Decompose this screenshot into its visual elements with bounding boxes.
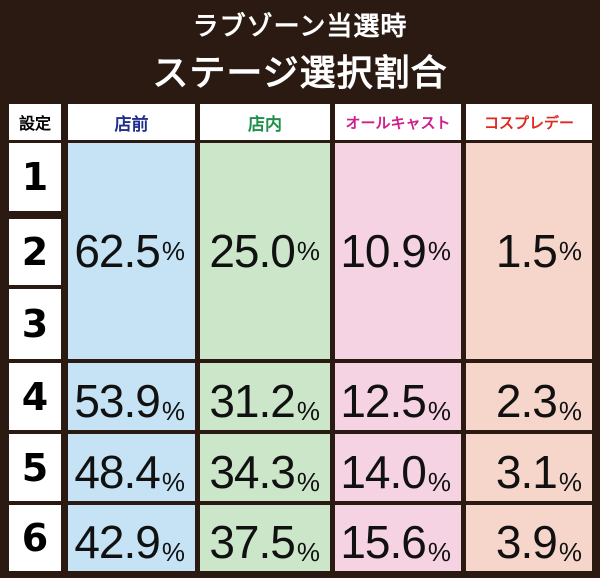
rate-cell-1-3-col2: 25.0% xyxy=(200,143,330,359)
setting-number-6: 6 xyxy=(9,505,61,571)
setting-number-5: 5 xyxy=(9,434,61,501)
percent-sign: % xyxy=(427,236,451,266)
percent-sign: % xyxy=(558,467,582,497)
rate-value: 12.5 xyxy=(340,375,427,427)
rate-cell-4-col4: 2.3% xyxy=(466,363,592,430)
percent-sign: % xyxy=(296,236,320,266)
percent-sign: % xyxy=(296,467,320,497)
rate-cell-1-3-col4: 1.5% xyxy=(466,143,592,359)
rate-value: 15.6 xyxy=(340,516,427,568)
header-column-2: 店内 xyxy=(200,104,330,140)
setting-number-3: 3 xyxy=(9,289,61,359)
rate-cell-1-3-col1: 62.5% xyxy=(68,143,195,359)
rate-value: 25.0 xyxy=(209,225,296,277)
percent-sign: % xyxy=(427,396,451,426)
percent-sign: % xyxy=(427,467,451,497)
header-column-4: コスプレデー xyxy=(466,104,592,140)
percent-sign: % xyxy=(161,467,185,497)
rate-cell-5-col4: 3.1% xyxy=(466,434,592,501)
rate-cell-5-col1: 48.4% xyxy=(68,434,195,501)
rate-value: 1.5 xyxy=(495,225,558,277)
rate-cell-6-col4: 3.9% xyxy=(466,505,592,571)
rate-cell-1-3-col3: 10.9% xyxy=(335,143,461,359)
rate-cell-6-col2: 37.5% xyxy=(200,505,330,571)
rate-value: 48.4 xyxy=(74,446,161,498)
rate-value: 42.9 xyxy=(74,516,161,568)
rate-value: 62.5 xyxy=(74,225,161,277)
rate-value: 37.5 xyxy=(209,516,296,568)
rate-value: 3.9 xyxy=(495,516,558,568)
percent-sign: % xyxy=(161,537,185,567)
percent-sign: % xyxy=(296,396,320,426)
rate-value: 34.3 xyxy=(209,446,296,498)
rate-cell-5-col2: 34.3% xyxy=(200,434,330,501)
rate-value: 14.0 xyxy=(340,446,427,498)
setting-number-1: 1 xyxy=(9,143,61,211)
rate-value: 31.2 xyxy=(209,375,296,427)
percent-sign: % xyxy=(427,537,451,567)
rate-cell-4-col3: 12.5% xyxy=(335,363,461,430)
percent-sign: % xyxy=(558,537,582,567)
percent-sign: % xyxy=(558,396,582,426)
title-line-2: ステージ選択割合 xyxy=(152,53,448,94)
rate-value: 2.3 xyxy=(495,375,558,427)
percent-sign: % xyxy=(161,396,185,426)
rate-value: 53.9 xyxy=(74,375,161,427)
rate-cell-4-col1: 53.9% xyxy=(68,363,195,430)
rate-cell-5-col3: 14.0% xyxy=(335,434,461,501)
rate-value: 3.1 xyxy=(495,446,558,498)
rate-cell-6-col1: 42.9% xyxy=(68,505,195,571)
header-column-3: オールキャスト xyxy=(335,104,461,140)
setting-number-4: 4 xyxy=(9,363,61,430)
rate-cell-4-col2: 31.2% xyxy=(200,363,330,430)
title-line-1: ラブゾーン当選時 xyxy=(192,12,408,42)
rate-cell-6-col3: 15.6% xyxy=(335,505,461,571)
setting-number-2: 2 xyxy=(9,219,61,285)
percent-sign: % xyxy=(161,236,185,266)
percent-sign: % xyxy=(296,537,320,567)
header-column-1: 店前 xyxy=(68,104,195,140)
percent-sign: % xyxy=(558,236,582,266)
rate-value: 10.9 xyxy=(340,225,427,277)
header-setting: 設定 xyxy=(9,104,61,140)
